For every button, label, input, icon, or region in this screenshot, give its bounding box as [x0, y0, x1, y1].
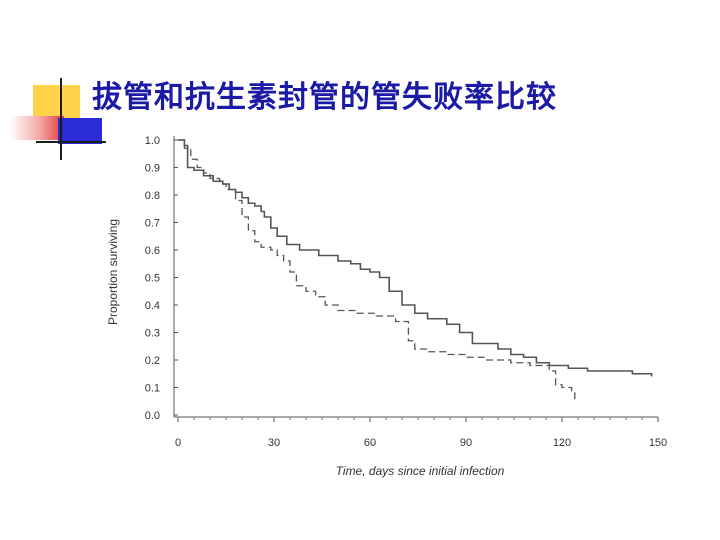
- y-tick-label: 0.2: [145, 355, 160, 367]
- y-tick-label: 0.1: [145, 383, 160, 395]
- y-tick-labels: 0.0 0.1 0.2 0.3 0.4 0.5 0.6 0.7 0.8 0.9 1.0: [145, 135, 160, 422]
- y-axis-label: Proportion surviving: [106, 219, 120, 325]
- y-tick-label: 0.8: [145, 190, 160, 202]
- x-tick-label: 120: [553, 437, 571, 449]
- x-tick-label: 150: [649, 437, 667, 449]
- y-tick-label: 0.3: [145, 328, 160, 340]
- decor-horizontal-line: [36, 141, 106, 143]
- dashed-survival-curve: [178, 139, 576, 402]
- decor-blue-square: [58, 118, 102, 144]
- y-tick-label: 0.6: [145, 245, 160, 257]
- decor-pink-bar: [10, 116, 64, 140]
- x-tick-label: 0: [175, 437, 181, 449]
- solid-survival-curve: [178, 139, 653, 377]
- x-tick-label: 90: [460, 437, 472, 449]
- survival-curves: [178, 139, 653, 402]
- x-tick-label: 60: [364, 437, 376, 449]
- x-tick-label: 30: [268, 437, 280, 449]
- decor-vertical-line: [60, 78, 62, 160]
- y-tick-label: 0.9: [145, 163, 160, 175]
- y-tick-label: 0.4: [145, 300, 160, 312]
- y-tick-label: 0.7: [145, 218, 160, 230]
- y-tick-label: 0.0: [145, 410, 160, 422]
- x-axis-label: Time, days since initial infection: [336, 464, 505, 478]
- chart-axes: [173, 136, 659, 422]
- slide-title: 拔管和抗生素封管的管失败率比较: [92, 80, 557, 115]
- y-tick-label: 0.5: [145, 273, 160, 285]
- x-tick-labels: 0 30 60 90 120 150: [175, 437, 667, 449]
- y-tick-label: 1.0: [145, 135, 160, 147]
